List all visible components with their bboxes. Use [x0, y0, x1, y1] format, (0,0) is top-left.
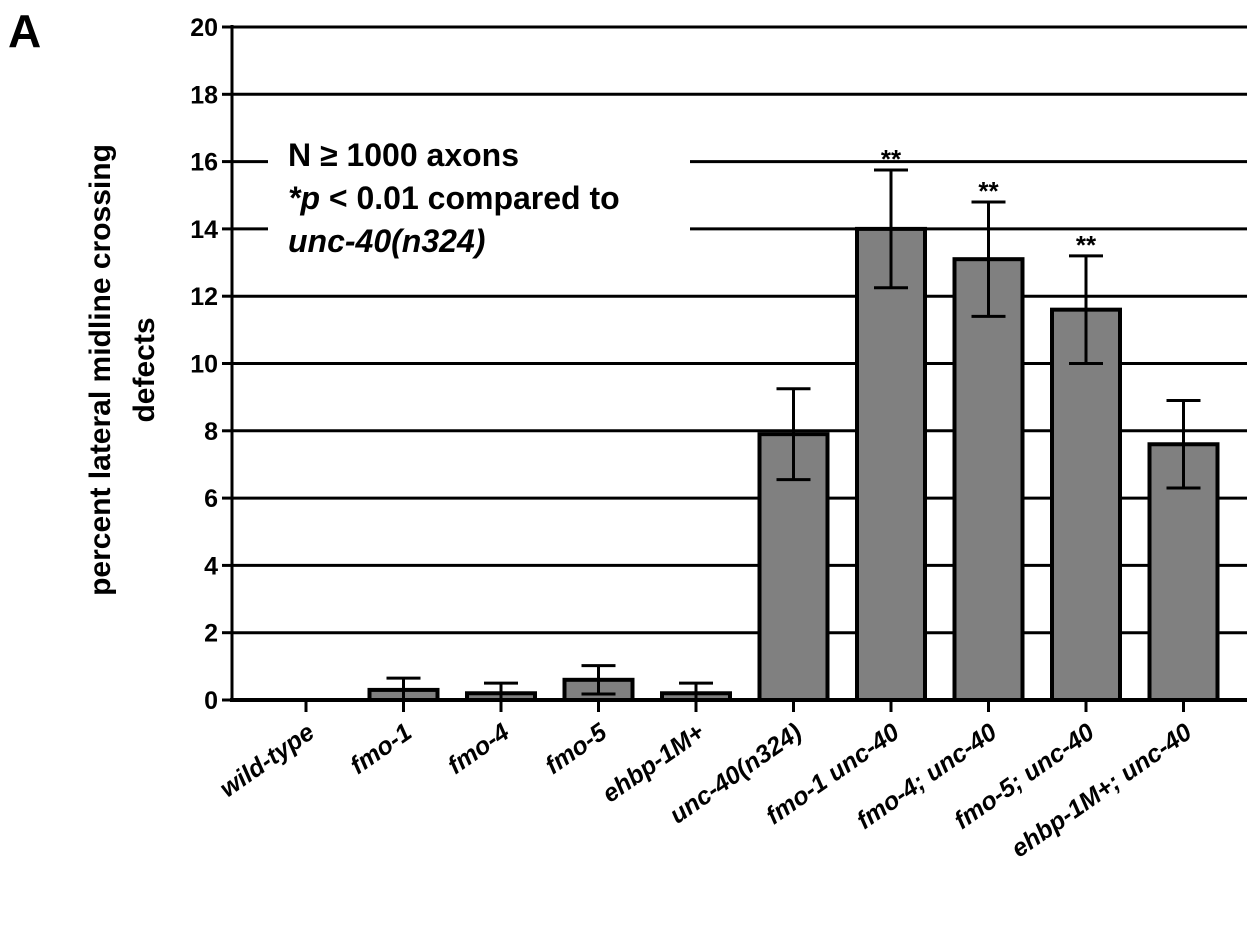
annotation-line-2-text: < 0.01 compared to — [320, 180, 620, 216]
x-tick-label: ehbp-1M+; unc-40 — [1006, 718, 1197, 863]
bar — [1050, 307, 1122, 702]
x-tick-label: fmo-4 — [443, 718, 515, 780]
y-tick-label: 4 — [204, 552, 218, 580]
y-axis-label-line-1: percent lateral midline crossing — [84, 144, 117, 596]
y-axis-label: percent lateral midline crossing defects — [84, 144, 161, 596]
x-axis-ticks: wild-type fmo-1 fmo-4 fmo-5ehbp-1M+unc-40(n… — [215, 700, 1197, 863]
y-tick-label: 6 — [204, 485, 218, 513]
y-axis-label-line-2: defects — [128, 317, 161, 422]
x-tick-label: wild-type — [215, 718, 320, 803]
bar — [952, 257, 1025, 702]
y-tick-label: 20 — [190, 14, 218, 42]
bar — [855, 226, 927, 702]
annotation-line-3: unc-40(n324) — [288, 223, 485, 259]
y-tick-label: 18 — [190, 81, 218, 109]
annotation-line-1: N ≥ 1000 axons — [288, 137, 519, 173]
panel-label: A — [8, 5, 41, 57]
y-tick-label: 2 — [204, 620, 218, 648]
significance-markers: ** ** ** — [881, 144, 1097, 260]
y-tick-label: 8 — [204, 418, 218, 446]
annotation-asterisk: * — [288, 180, 302, 216]
annotation-p-symbol: p — [299, 180, 320, 216]
y-tick-label: 16 — [190, 149, 218, 177]
significance-label: ** — [978, 176, 999, 206]
annotation-background — [268, 130, 690, 280]
y-tick-label: 14 — [190, 216, 218, 244]
significance-label: ** — [1076, 230, 1097, 260]
axes — [230, 25, 1247, 702]
y-axis-ticks: 0 2 4 6 8 10 12 14 16 18 20 — [190, 14, 232, 715]
x-tick-label: fmo-1 — [345, 718, 417, 780]
y-tick-label: 10 — [190, 351, 218, 379]
y-tick-label: 12 — [190, 283, 218, 311]
annotation-line-2: *p < 0.01 compared to — [288, 180, 620, 216]
bars — [367, 226, 1220, 703]
annotation: N ≥ 1000 axons *p < 0.01 compared to unc… — [288, 137, 620, 259]
x-tick-label: fmo-5 — [540, 717, 613, 780]
significance-label: ** — [881, 144, 902, 174]
y-tick-label: 0 — [204, 687, 218, 715]
